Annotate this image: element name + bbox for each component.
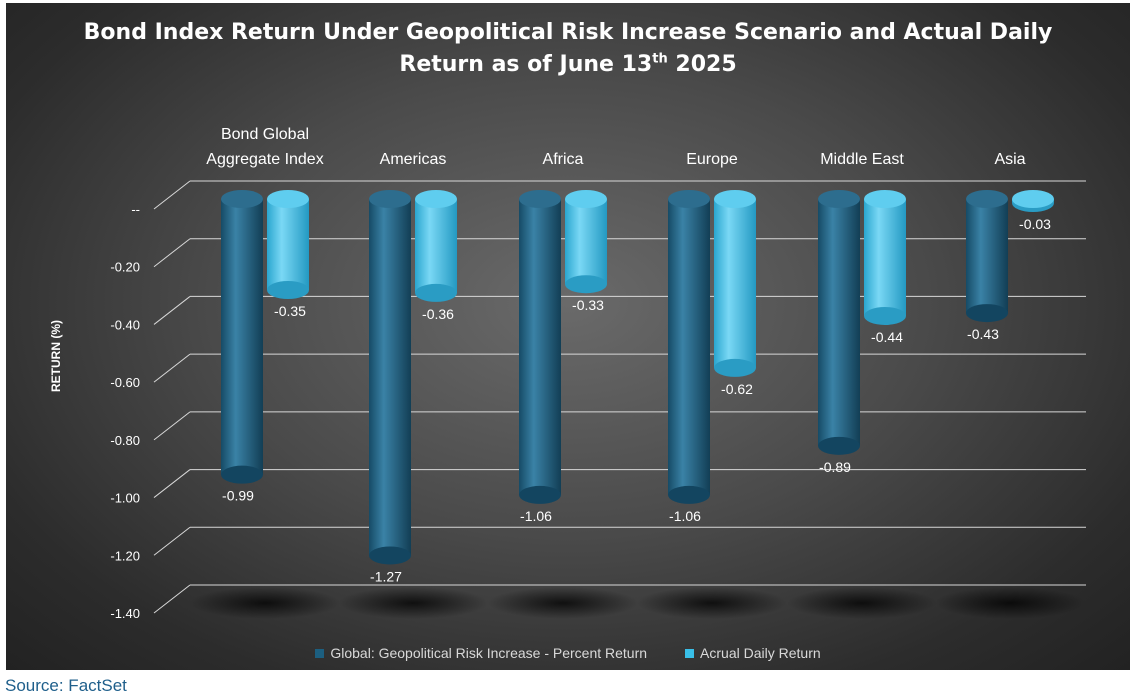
data-label: -0.62	[721, 381, 753, 397]
legend-label-series-1: Global: Geopolitical Risk Increase - Per…	[330, 645, 648, 661]
data-label: -0.35	[274, 303, 306, 319]
chart-title-year: 2025	[667, 52, 737, 77]
bar-bottom-cap	[267, 281, 309, 299]
y-tick-label: -1.20	[110, 548, 140, 563]
bar-series-1	[519, 199, 561, 495]
category-label: Bond Global Aggregate Index	[206, 126, 323, 168]
floor-shadow	[190, 587, 340, 619]
data-label: -1.27	[370, 568, 402, 584]
category-label: Europe	[686, 151, 738, 168]
chart-title-line-1: Bond Index Return Under Geopolitical Ris…	[83, 20, 1053, 45]
data-label: -0.89	[819, 459, 851, 475]
bar-top-cap	[565, 190, 607, 208]
bar-series-2	[267, 199, 309, 290]
bar-series-1	[966, 199, 1008, 314]
floor-shadow	[935, 587, 1085, 619]
gridline-depth	[153, 469, 191, 498]
bar-bottom-cap	[966, 304, 1008, 323]
y-tick-label: -0.40	[110, 317, 140, 332]
bar-top-cap	[714, 190, 756, 208]
bar-top-cap	[818, 190, 860, 208]
y-tick-label: -1.00	[110, 491, 140, 506]
bar-bottom-cap	[221, 465, 263, 484]
gridline-depth	[153, 411, 191, 441]
bar-bottom-cap	[668, 485, 710, 504]
bar-top-cap	[519, 190, 561, 208]
bar-bottom-cap	[714, 358, 756, 377]
legend-swatch-series-2	[685, 648, 695, 658]
category-label: Middle East	[820, 151, 904, 168]
data-label: -0.03	[1019, 216, 1051, 232]
bar-bottom-cap	[415, 283, 457, 302]
gridline-depth	[153, 353, 191, 383]
bar-series-1	[369, 199, 411, 556]
y-tick-label: -1.40	[110, 606, 140, 621]
bar-series-2	[565, 199, 607, 285]
y-tick-label: -0.20	[110, 260, 140, 275]
legend-item-series-2: Acrual Daily Return	[685, 645, 821, 661]
legend-label-series-2: Acrual Daily Return	[700, 645, 821, 661]
y-tick-label: -0.60	[110, 375, 140, 390]
data-label: -0.36	[422, 306, 454, 322]
data-label: -1.06	[520, 508, 552, 524]
bar-top-cap	[267, 190, 309, 208]
data-label: -0.44	[871, 329, 903, 345]
bar-series-1	[668, 199, 710, 495]
data-label: -0.99	[222, 488, 254, 504]
bar-bottom-cap	[818, 436, 860, 455]
bar-bottom-cap	[369, 546, 411, 565]
chart-title-line-2: Return as of June 13th 2025	[6, 49, 1130, 81]
bar-top-cap	[864, 190, 906, 208]
chart-title: Bond Index Return Under Geopolitical Ris…	[6, 17, 1130, 81]
bar-top-cap	[1012, 190, 1054, 208]
chart-title-line-2-text: Return as of June 13	[399, 52, 653, 77]
bar-top-cap	[221, 190, 263, 208]
category-label: Americas	[380, 151, 447, 168]
bar-series-2	[415, 199, 457, 293]
chart-title-superscript: th	[652, 51, 668, 67]
floor-shadow	[338, 587, 488, 619]
y-tick-label: --	[131, 202, 140, 217]
legend-swatch-series-1	[315, 648, 325, 658]
gridline-depth	[153, 180, 191, 210]
bar-top-cap	[415, 190, 457, 208]
bar-top-cap	[369, 190, 411, 208]
legend-item-series-1: Global: Geopolitical Risk Increase - Per…	[315, 645, 647, 661]
floor-shadow	[488, 587, 638, 619]
data-label: -0.33	[572, 297, 604, 313]
bar-top-cap	[966, 190, 1008, 208]
bar-series-1	[221, 199, 263, 475]
gridline-depth	[153, 296, 191, 325]
floor-shadow	[787, 587, 937, 619]
chart-area: Bond Index Return Under Geopolitical Ris…	[6, 3, 1130, 670]
bar-series-1	[818, 199, 860, 446]
bar-series-2	[864, 199, 906, 316]
bar-series-2	[714, 199, 756, 368]
bar-bottom-cap	[864, 306, 906, 325]
plot-area: -- -0.20 -0.40 -0.60 -0.80 -1.00 -1.20 -1.40 Bon…	[110, 126, 1086, 621]
data-label: -0.43	[967, 326, 999, 342]
category-label: Asia	[994, 151, 1025, 168]
bar-bottom-cap	[519, 485, 561, 504]
bar-bottom-cap	[565, 275, 607, 294]
data-label: -1.06	[669, 508, 701, 524]
gridline-depth	[153, 584, 191, 614]
gridline-depth	[153, 238, 191, 268]
source-note: Source: FactSet	[5, 676, 127, 695]
legend: Global: Geopolitical Risk Increase - Per…	[6, 645, 1130, 661]
bar-top-cap	[668, 190, 710, 208]
category-label: Africa	[543, 151, 584, 168]
gridline-depth	[153, 526, 191, 556]
y-tick-label: -0.80	[110, 433, 140, 448]
floor-shadow	[637, 587, 787, 619]
